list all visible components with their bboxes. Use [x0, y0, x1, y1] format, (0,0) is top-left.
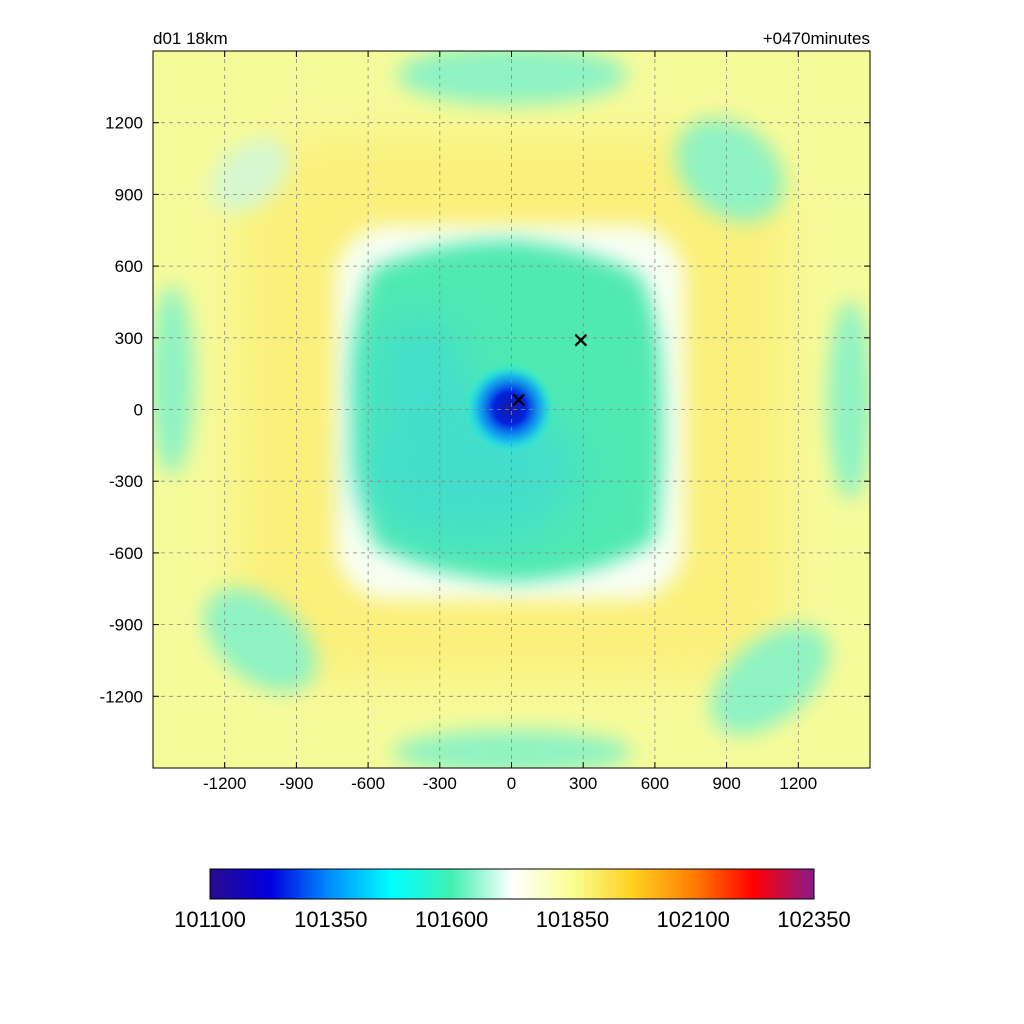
x-tick-label: -1200 — [203, 774, 246, 793]
y-tick-label: 900 — [115, 185, 143, 204]
x-tick-label: 600 — [641, 774, 669, 793]
colorbar — [209, 868, 815, 900]
y-tick-label: -600 — [109, 544, 143, 563]
x-tick-label: 900 — [712, 774, 740, 793]
colorbar-tick-label: 102100 — [656, 907, 729, 932]
x-axis: -1200 -900 -600 -300 0 300 600 900 1200 — [203, 51, 817, 793]
marker-x — [512, 393, 525, 407]
title-left: d01 18km — [153, 29, 228, 48]
colorbar-tick-label: 102350 — [777, 907, 850, 932]
colorbar-ticks: 101100 101350 101600 101850 102100 102350 — [174, 907, 851, 932]
y-tick-label: 600 — [115, 257, 143, 276]
y-tick-label: 1200 — [105, 114, 143, 133]
y-tick-label: 300 — [115, 329, 143, 348]
colorbar-tick-label: 101100 — [174, 907, 246, 932]
pressure-field — [153, 51, 870, 768]
title-right: +0470minutes — [763, 29, 870, 48]
x-tick-label: -300 — [423, 774, 457, 793]
x-tick-label: -900 — [279, 774, 313, 793]
y-tick-label: 0 — [134, 401, 143, 420]
marker-x — [574, 333, 588, 347]
y-axis: 1200 900 600 300 0 -300 -600 -900 -1200 — [100, 114, 870, 706]
colorbar-tick-label: 101850 — [536, 907, 609, 932]
x-tick-label: 0 — [507, 774, 516, 793]
markers — [512, 333, 588, 407]
x-tick-label: 300 — [569, 774, 597, 793]
y-tick-label: -1200 — [100, 687, 143, 706]
central-low — [465, 363, 555, 453]
colorbar-tick-label: 101600 — [415, 907, 488, 932]
colorbar-tick-label: 101350 — [294, 907, 367, 932]
edge-lobes — [153, 51, 870, 768]
y-tick-label: -900 — [109, 616, 143, 635]
x-tick-label: 1200 — [779, 774, 817, 793]
y-tick-label: -300 — [109, 472, 143, 491]
x-tick-label: -600 — [351, 774, 385, 793]
